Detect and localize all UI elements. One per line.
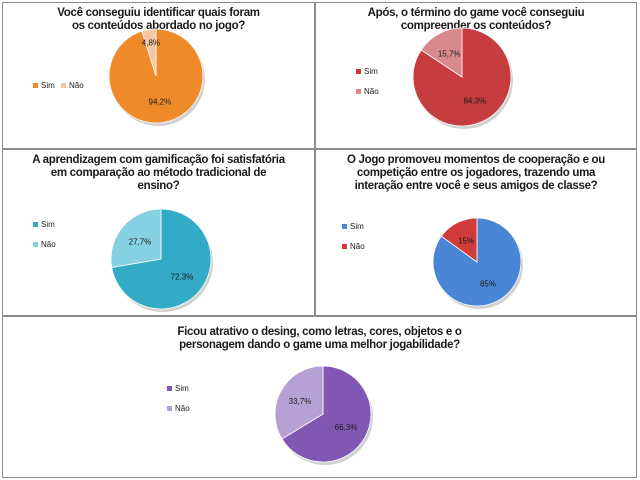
legend-swatch [167,386,172,391]
legend-label: Não [364,87,379,96]
legend-swatch [342,244,347,249]
pie-chart: 72,3% 27,7% [110,208,213,312]
legend-label: Sim [175,384,189,393]
slice-value-label: 85% [480,280,496,289]
chart-title-line: A aprendizagem com gamificação foi satis… [32,154,285,166]
pie-chart: 84,3% 15,7% [412,27,513,129]
legend-label: Sim [350,222,364,231]
legend-label: Sim [41,81,55,90]
chart-title: Após, o término do game você conseguiu co… [316,7,636,33]
slice-value-label: 72,3% [171,273,194,282]
chart-title: Você conseguiu identificar quais foram os… [3,7,314,33]
chart-title-line: ensino? [137,180,180,192]
legend-swatch [61,83,66,88]
slice-value-label: 33,7% [289,397,312,406]
chart-title: Ficou atrativo o desing, como letras, co… [3,326,636,352]
legend-swatch [33,242,38,247]
pie-chart: 85% 15% [432,217,523,309]
chart-title-line: Ficou atrativo o desing, como letras, co… [177,326,462,338]
slice-value-label: 4,8% [142,39,160,48]
chart-title-line: Você conseguiu identificar quais foram [57,7,260,19]
legend-swatch [356,89,361,94]
slice-value-label: 15% [458,236,474,245]
chart-panel-4: O Jogo promoveu momentos de cooperação e… [315,149,637,316]
pie-slice-no [440,217,478,263]
chart-panel-3: A aprendizagem com gamificação foi satis… [2,149,315,316]
legend-swatch [33,222,38,227]
chart-title-line: interação entre você e seus amigos de cl… [354,180,598,192]
legend-swatch [342,224,347,229]
pie-slice-no [110,208,162,268]
chart-title-line: competição entre os jogadores, trazendo … [356,167,596,179]
slice-value-label: 27,7% [129,237,152,246]
legend-label: Sim [364,67,378,76]
chart-panel-5: Ficou atrativo o desing, como letras, co… [2,316,637,478]
chart-title-line: os conteúdos abordado no jogo? [71,20,246,32]
pie-chart: 66,3% 33,7% [274,365,373,465]
pie-slice-no [420,27,463,78]
slice-value-label: 15,7% [438,49,461,58]
pie-chart: 94,2% 4,8% [108,28,205,126]
chart-panel-2: Após, o término do game você conseguiu co… [315,2,637,149]
chart-panel-1: Você conseguiu identificar quais foram os… [2,2,315,149]
legend-label: Não [69,81,84,90]
chart-title-line: Após, o término do game você conseguiu [367,7,585,19]
legend-item: Sim [33,81,61,91]
pie-slice-sim [281,365,372,463]
chart-title: O Jogo promoveu momentos de cooperação e… [316,154,636,193]
chart-title-line: O Jogo promoveu momentos de cooperação e… [346,154,606,166]
chart-title-line: personagem dando o game uma melhor jogab… [179,339,460,351]
pie-slice-no [141,28,157,77]
pie-slice-sim [412,27,512,127]
chart-title-line: em comparação ao método tradicional de [50,167,267,179]
slice-value-label: 94,2% [149,98,172,107]
legend-label: Não [41,240,56,249]
legend-swatch [33,83,38,88]
legend-label: Sim [41,220,55,229]
legend-label: Não [350,242,365,251]
chart-legend: Sim Não [33,81,89,93]
slice-value-label: 66,3% [335,423,358,432]
chart-title: A aprendizagem com gamificação foi satis… [3,154,314,193]
legend-swatch [356,69,361,74]
legend-swatch [167,406,172,411]
slice-value-label: 84,3% [463,97,486,106]
legend-item: Não [61,81,89,91]
legend-label: Não [175,404,190,413]
chart-title-line: compreender os conteúdos? [400,20,552,32]
pie-slice-no [274,365,324,440]
